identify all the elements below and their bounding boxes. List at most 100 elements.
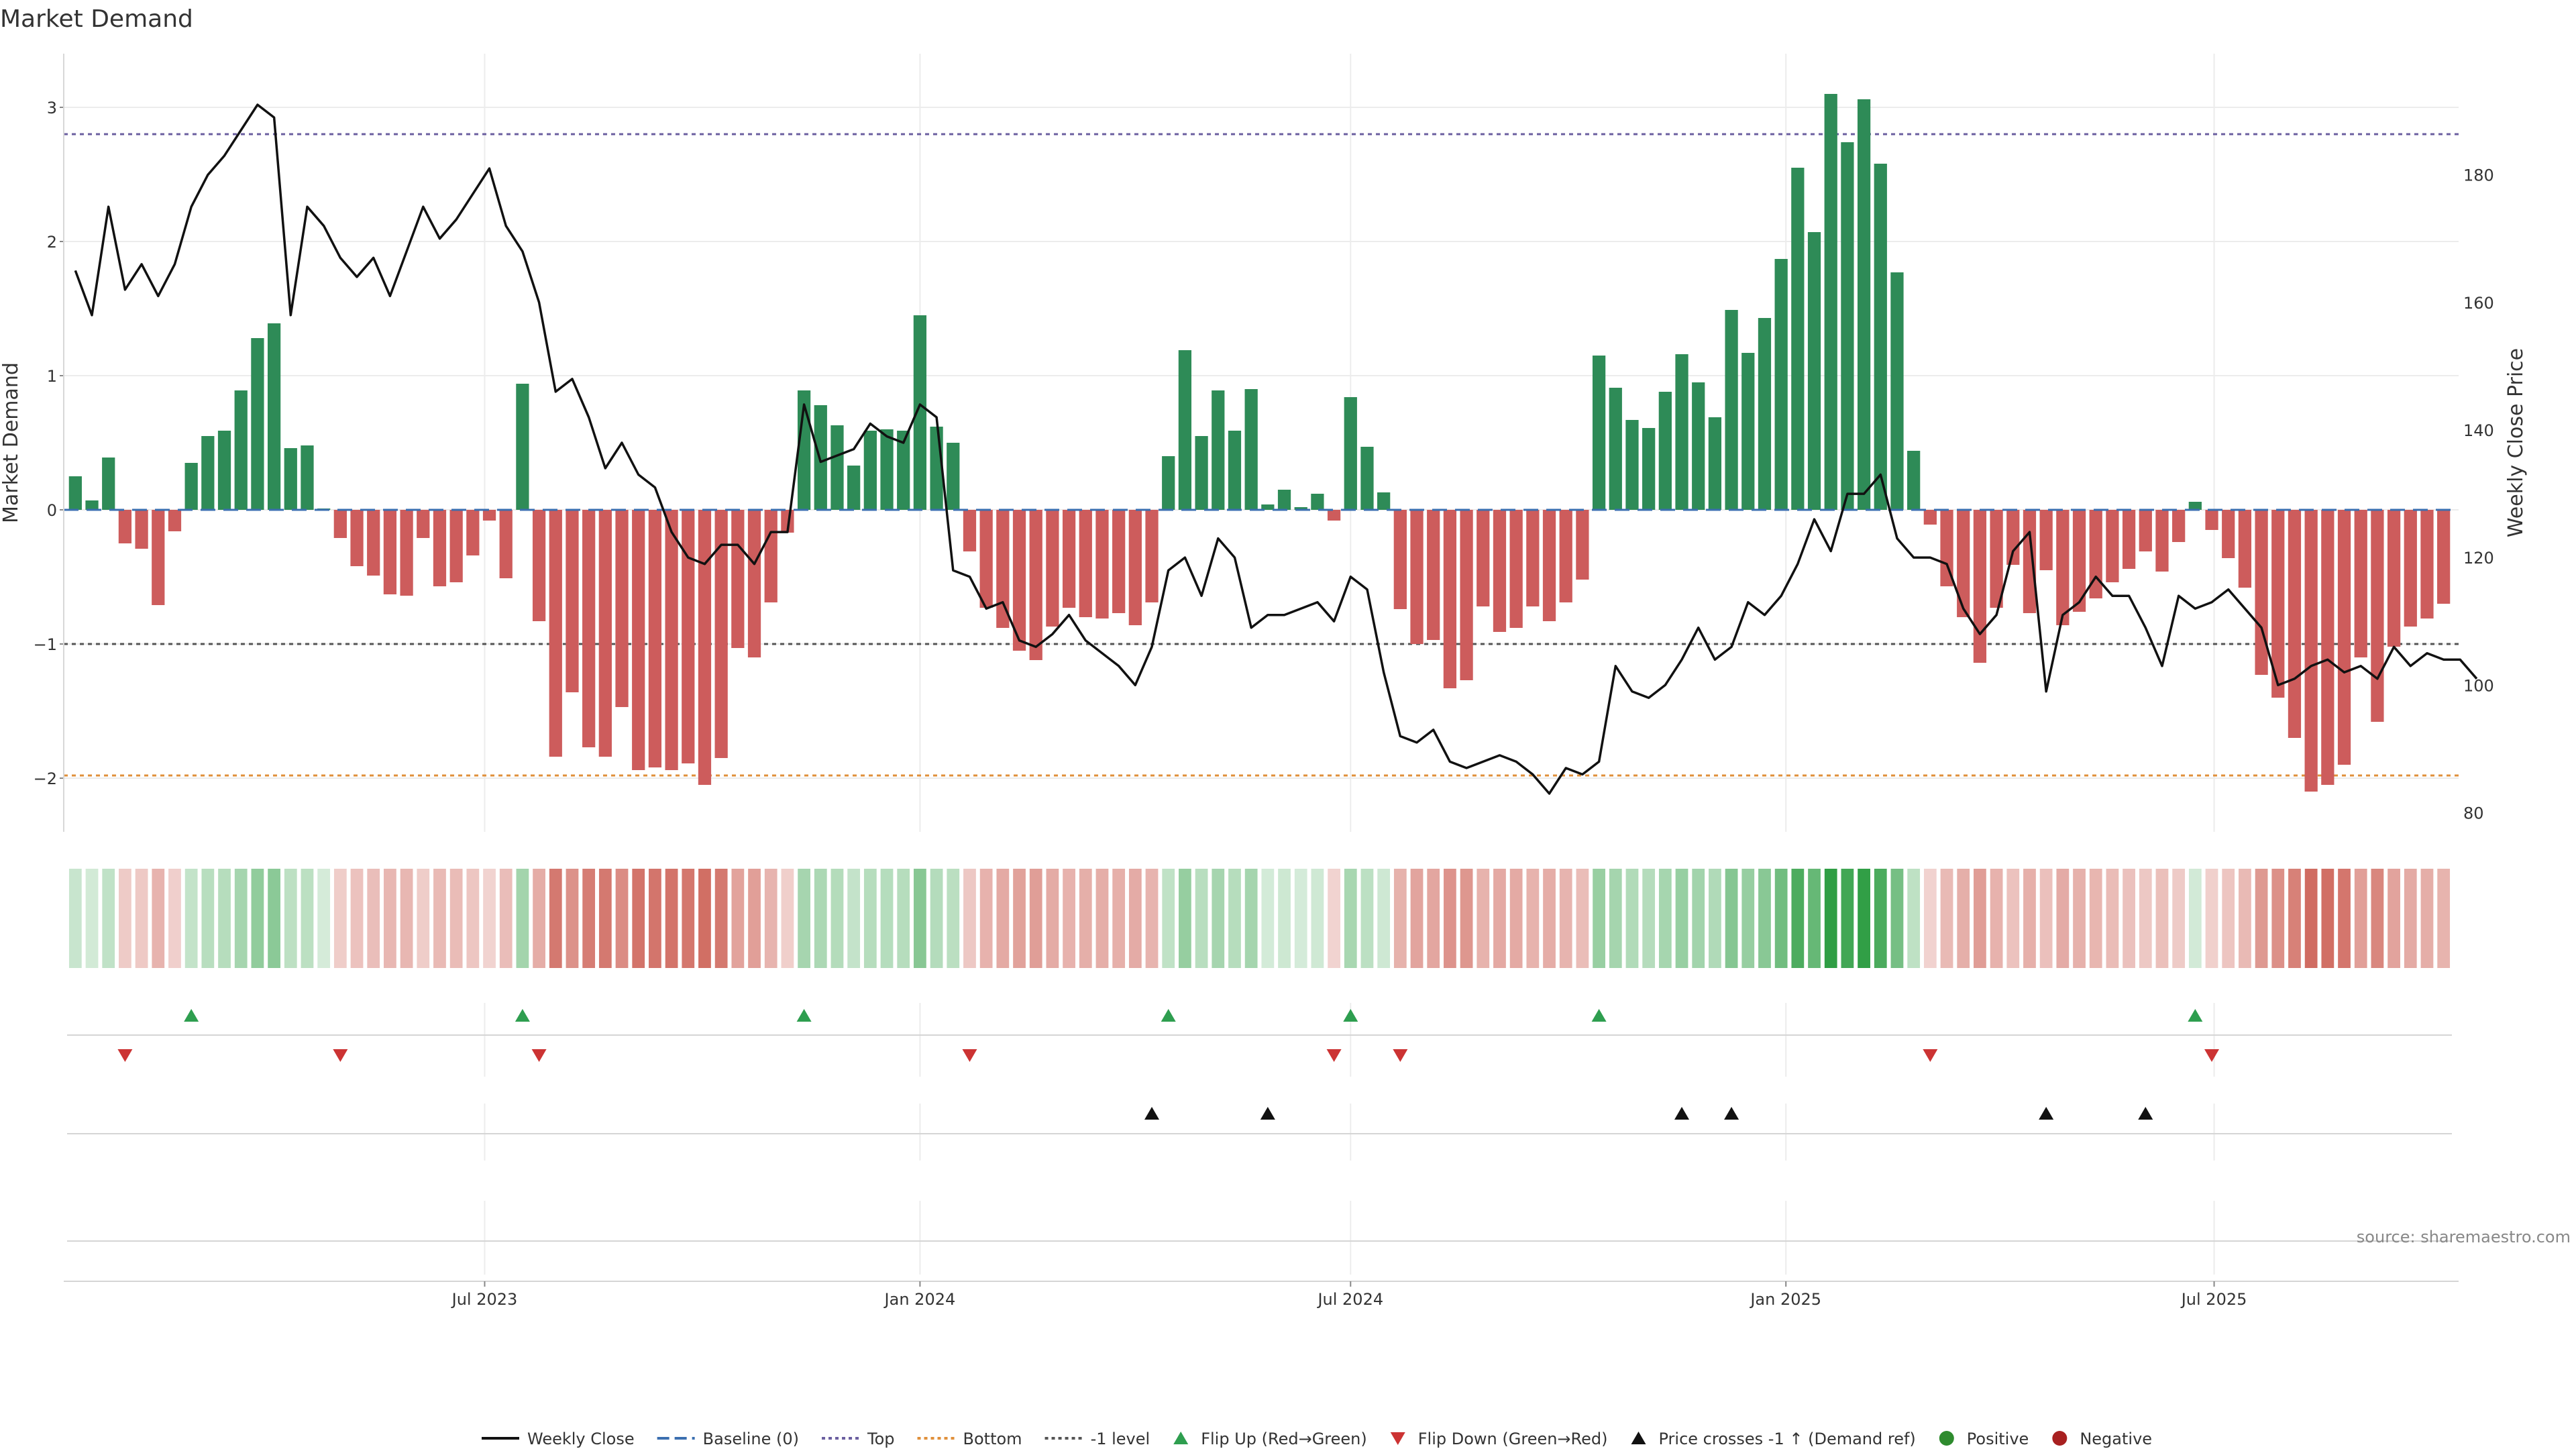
heat-cell <box>2437 869 2451 968</box>
y-tick-label-right: 180 <box>2463 166 2494 185</box>
demand-bar <box>913 315 927 510</box>
heat-cell <box>1477 869 1490 968</box>
heat-cell <box>2271 869 2285 968</box>
y-tick-label-left: 1 <box>47 367 57 386</box>
demand-bar <box>2404 510 2417 627</box>
legend-label: Flip Up (Red→Green) <box>1201 1430 1367 1448</box>
demand-bar <box>549 510 562 757</box>
heat-cell <box>2371 869 2384 968</box>
demand-bar <box>85 500 99 510</box>
empty-marker-row <box>64 1201 2459 1282</box>
demand-bar <box>1311 494 1324 510</box>
heat-cell <box>1046 869 1059 968</box>
heat-cell <box>1079 869 1092 968</box>
x-tick-label: Jul 2023 <box>451 1290 518 1309</box>
flip-down-marker <box>1923 1049 1938 1062</box>
heat-cell <box>1360 869 1374 968</box>
heat-cell <box>350 869 364 968</box>
legend-label: Negative <box>2080 1430 2152 1448</box>
chart-title: Market Demand <box>0 5 193 33</box>
demand-bar <box>1708 417 1722 510</box>
demand-bar <box>152 510 165 605</box>
demand-bar <box>251 338 264 510</box>
flip-up-marker <box>1343 1009 1358 1022</box>
heat-cell <box>433 869 446 968</box>
demand-bar <box>1725 310 1738 510</box>
flip-up-marker <box>1161 1009 1176 1022</box>
demand-bars <box>68 94 2451 792</box>
price-cross-marker <box>1260 1107 1275 1120</box>
flip-down-marker <box>1326 1049 1342 1062</box>
demand-bar <box>1957 510 1970 617</box>
heat-cell <box>1923 869 1937 968</box>
legend-symbol-triangle-up <box>1173 1432 1189 1444</box>
x-tick-label: Jul 2025 <box>2180 1290 2247 1309</box>
demand-bar <box>1890 272 1904 510</box>
demand-bar <box>979 510 993 608</box>
demand-bar <box>747 510 761 657</box>
demand-bar <box>1195 436 1208 510</box>
demand-bar <box>1112 510 1126 613</box>
heat-cell <box>85 869 99 968</box>
demand-bar <box>2255 510 2268 675</box>
heat-cell <box>1294 869 1307 968</box>
demand-bar <box>814 405 827 510</box>
legend-label: Positive <box>1967 1430 2029 1448</box>
heat-cell <box>483 869 496 968</box>
heat-cell <box>2288 869 2301 968</box>
heat-cell <box>549 869 562 968</box>
demand-bar <box>2222 510 2235 558</box>
demand-bar <box>2006 510 2020 565</box>
flip-down-marker <box>962 1049 977 1062</box>
y-axis-label-right: Weekly Close Price <box>2504 348 2528 537</box>
demand-bar <box>1841 142 1854 510</box>
y-tick-label-left: 0 <box>47 501 57 520</box>
demand-bar <box>102 458 115 510</box>
heat-cell <box>1393 869 1407 968</box>
heat-cell <box>682 869 695 968</box>
demand-bar <box>367 510 380 576</box>
heat-cell <box>2239 869 2251 968</box>
heat-cell <box>566 869 579 968</box>
heat-cell <box>1427 869 1440 968</box>
demand-bar <box>1360 447 1374 510</box>
heat-cell <box>2188 869 2202 968</box>
demand-bar <box>1145 510 1159 602</box>
demand-bar <box>482 510 496 521</box>
demand-bar <box>1907 451 1921 510</box>
demand-bar <box>1477 510 1490 606</box>
heat-cell <box>781 869 794 968</box>
heat-cell <box>1162 869 1175 968</box>
demand-bar <box>880 429 894 510</box>
legend-symbol-triangle-down <box>1390 1432 1405 1445</box>
heat-cell <box>1940 869 1953 968</box>
heat-cell <box>2056 869 2070 968</box>
legend-item: Flip Down (Green→Red) <box>1390 1430 1608 1448</box>
demand-bar <box>2238 510 2252 588</box>
heat-cell <box>830 869 844 968</box>
y-tick-label-left: 2 <box>47 233 57 252</box>
demand-bar <box>449 510 463 582</box>
demand-bar <box>1990 510 2003 608</box>
flip-up-marker <box>1591 1009 1607 1022</box>
heat-cell <box>582 869 596 968</box>
heat-cell <box>2354 869 2367 968</box>
demand-bar <box>1128 510 1142 625</box>
legend-item: Price crosses -1 ↑ (Demand ref) <box>1631 1430 1916 1448</box>
demand-bar <box>2354 510 2367 657</box>
axes: −2 −1 0 1 2 3 80 100 120 140 160 180 <box>34 54 2494 832</box>
demand-bar <box>1592 356 1606 510</box>
demand-bar <box>383 510 397 594</box>
heat-cell <box>384 869 396 968</box>
demand-bar <box>2271 510 2285 698</box>
demand-bar <box>433 510 447 586</box>
demand-bar <box>1509 510 1523 628</box>
heat-cell <box>1890 869 1904 968</box>
heat-cell <box>1013 869 1026 968</box>
heat-cell <box>218 869 231 968</box>
legend-label: -1 level <box>1091 1430 1150 1448</box>
heat-cell <box>1244 869 1258 968</box>
demand-bar <box>1774 259 1788 510</box>
heat-cell <box>1311 869 1324 968</box>
demand-bar <box>1162 456 1175 510</box>
